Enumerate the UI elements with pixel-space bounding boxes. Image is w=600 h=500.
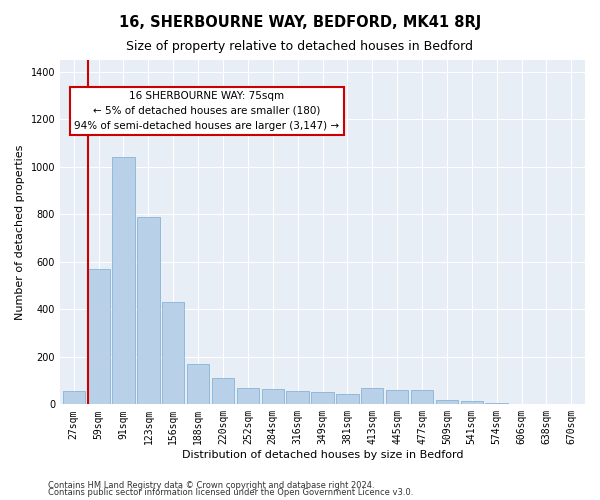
- Bar: [411, 390, 433, 404]
- Bar: [187, 364, 209, 405]
- Bar: [336, 394, 359, 404]
- Bar: [311, 392, 334, 404]
- Text: Contains HM Land Registry data © Crown copyright and database right 2024.: Contains HM Land Registry data © Crown c…: [48, 480, 374, 490]
- Bar: [236, 388, 259, 404]
- Y-axis label: Number of detached properties: Number of detached properties: [15, 144, 25, 320]
- Bar: [286, 392, 309, 404]
- Bar: [62, 391, 85, 404]
- Bar: [212, 378, 234, 404]
- Bar: [386, 390, 409, 404]
- Bar: [137, 216, 160, 404]
- Bar: [361, 388, 383, 404]
- Bar: [461, 401, 483, 404]
- Text: Contains public sector information licensed under the Open Government Licence v3: Contains public sector information licen…: [48, 488, 413, 497]
- Bar: [162, 302, 184, 404]
- Text: Size of property relative to detached houses in Bedford: Size of property relative to detached ho…: [127, 40, 473, 53]
- Bar: [436, 400, 458, 404]
- Bar: [262, 389, 284, 404]
- Bar: [88, 269, 110, 404]
- Bar: [485, 403, 508, 404]
- Bar: [112, 158, 134, 404]
- Text: 16 SHERBOURNE WAY: 75sqm
← 5% of detached houses are smaller (180)
94% of semi-d: 16 SHERBOURNE WAY: 75sqm ← 5% of detache…: [74, 91, 340, 130]
- X-axis label: Distribution of detached houses by size in Bedford: Distribution of detached houses by size …: [182, 450, 463, 460]
- Text: 16, SHERBOURNE WAY, BEDFORD, MK41 8RJ: 16, SHERBOURNE WAY, BEDFORD, MK41 8RJ: [119, 15, 481, 30]
